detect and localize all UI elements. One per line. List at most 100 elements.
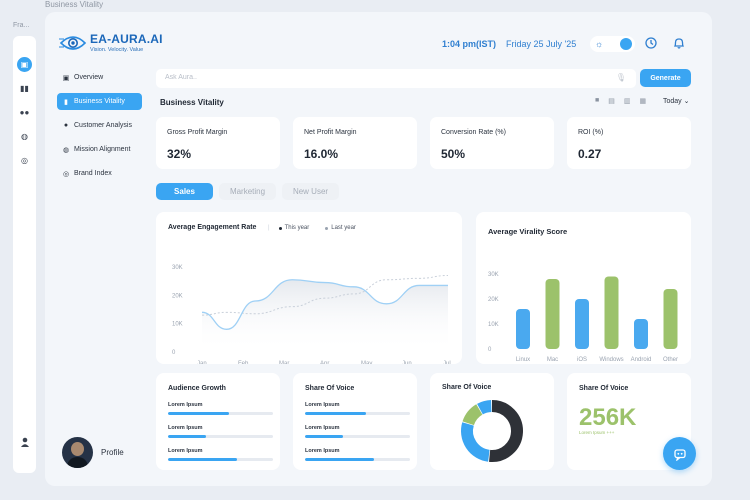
video-icon[interactable]: ■ [595, 97, 600, 104]
frame-label: Fra... [13, 22, 30, 29]
progress-item: Lorem Ipsum [305, 402, 410, 415]
rail-user-icon[interactable] [17, 434, 32, 449]
kpi-value: 0.27 [578, 147, 602, 161]
tab-new-user[interactable]: New User [282, 183, 339, 200]
profile-link[interactable]: Profile [62, 437, 124, 468]
progress-item: Lorem Ipsum [305, 425, 410, 438]
sidebar-item-overview[interactable]: ▣ Overview [57, 69, 142, 86]
big-metric-value: 256K [579, 404, 637, 431]
x-tick-label: iOS [577, 357, 587, 363]
sidebar-item-label: Business Vitality [74, 98, 125, 105]
chart-title: Share Of Voice [442, 384, 492, 391]
legend: | This year Last year [268, 225, 356, 231]
share-of-voice-donut-card: Share Of Voice [430, 373, 554, 470]
progress-label: Lorem Ipsum [168, 448, 203, 454]
kpi-label: Conversion Rate (%) [441, 129, 506, 136]
donut-slice [462, 404, 483, 426]
donut-slice [461, 422, 491, 462]
sheet-export-icon[interactable]: ▦ [639, 98, 647, 105]
tab-sales[interactable]: Sales [156, 183, 213, 200]
brand-logo[interactable]: EA-AURA.AI Vision. Velocity. Value [59, 32, 163, 53]
sidebar-item-label: Customer Analysis [74, 122, 132, 129]
chart-title: Average Engagement Rate [168, 224, 257, 231]
sidebar-item-label: Overview [74, 74, 104, 81]
search-bar: 🎙 [156, 69, 636, 88]
sidebar-item-label: Mission Alignment [74, 146, 131, 153]
x-tick-label: Jan [197, 361, 207, 364]
share-of-voice-donut [461, 400, 523, 462]
progress-track [305, 458, 410, 461]
x-tick-label: Linux [516, 357, 530, 363]
share-of-voice-bars-card: Share Of Voice Lorem Ipsum Lorem Ipsum L… [293, 373, 417, 470]
progress-track [305, 412, 410, 415]
progress-label: Lorem Ipsum [168, 402, 203, 408]
x-tick-label: Jun [402, 361, 412, 364]
engagement-line-chart: 0 10K 20K 30K Jan Feb Mar Apr May Jun Jul [172, 265, 451, 364]
x-tick-label: May [361, 361, 372, 364]
x-tick-label: Android [631, 357, 652, 363]
bar [545, 279, 560, 349]
x-tick-label: Mar [279, 361, 289, 364]
tab-marketing[interactable]: Marketing [219, 183, 276, 200]
virality-bar-chart: 0 10K 20K 30K Linux Mac iOS Windows Android Other [488, 272, 678, 363]
history-icon[interactable] [644, 36, 658, 50]
progress-track [168, 435, 273, 438]
kpi-label: Net Profit Margin [304, 129, 357, 136]
kpi-card: ROI (%) 0.27 [567, 117, 691, 169]
kpi-card: Net Profit Margin 16.0% [293, 117, 417, 169]
rail-people-icon[interactable]: ●● [19, 108, 30, 117]
donut-slice [477, 400, 492, 415]
x-tick-label: Windows [599, 357, 623, 363]
rail-brand-icon[interactable]: ◎ [21, 156, 28, 165]
search-input[interactable] [165, 74, 605, 81]
progress-fill [168, 435, 206, 438]
legend-dot-icon [325, 226, 329, 230]
sidebar-item-business-vitality[interactable]: ▮ Business Vitality [57, 93, 142, 110]
page-title-top: Business Vitality [45, 0, 104, 9]
document-icon[interactable]: ▤ [608, 98, 615, 105]
kpi-card: Conversion Rate (%) 50% [430, 117, 554, 169]
engagement-chart-card: Average Engagement Rate | This year Last… [156, 212, 462, 364]
current-time: 1:04 pm(IST) [442, 39, 497, 49]
legend-label: This year [284, 225, 310, 231]
rail-dashboard-icon[interactable]: ▣ [17, 57, 32, 72]
y-tick-label: 30K [172, 265, 183, 271]
theme-toggle[interactable]: ☼ [590, 36, 635, 52]
area-fill [202, 279, 448, 352]
y-tick-label: 10K [172, 322, 183, 328]
date-range-select[interactable]: Today ⌄ [663, 98, 690, 105]
progress-fill [305, 435, 343, 438]
virality-chart-card: Average Virality Score 0 10K 20K 30K Linux Ma… [476, 212, 691, 364]
microphone-icon[interactable]: 🎙 [615, 73, 626, 82]
bar [634, 319, 648, 349]
legend-label: Last year [331, 225, 356, 231]
rail-business-icon[interactable]: ▮▮ [20, 84, 29, 93]
progress-track [168, 458, 273, 461]
avatar [62, 437, 93, 468]
legend-dot-icon [278, 226, 282, 230]
y-tick-label: 0 [488, 347, 492, 353]
chat-button[interactable] [663, 437, 696, 470]
progress-label: Lorem Ipsum [305, 448, 340, 454]
progress-label: Lorem Ipsum [305, 425, 340, 431]
sidebar-item-mission-alignment[interactable]: ◍ Mission Alignment [57, 141, 142, 158]
rail-target-icon[interactable]: ◍ [21, 132, 28, 141]
app-window: EA-AURA.AI Vision. Velocity. Value 1:04 … [45, 12, 712, 486]
progress-item: Lorem Ipsum [168, 402, 273, 415]
bell-icon[interactable] [672, 36, 686, 50]
y-tick-label: 20K [488, 297, 499, 303]
big-metric-sub: Lorem Ipsum +++ [579, 430, 615, 435]
x-tick-label: Feb [238, 361, 249, 364]
progress-label: Lorem Ipsum [305, 402, 340, 408]
logo-eye-icon [59, 35, 87, 50]
toggle-knob [620, 38, 632, 50]
donut-slice [489, 400, 523, 462]
generate-button[interactable]: Generate [640, 69, 691, 87]
mission-icon: ◍ [62, 146, 70, 154]
sidebar-item-customer-analysis[interactable]: ● Customer Analysis [57, 117, 142, 134]
sidebar-item-brand-index[interactable]: ◎ Brand Index [57, 165, 142, 182]
word-export-icon[interactable]: ▥ [623, 98, 631, 105]
progress-item: Lorem Ipsum [168, 425, 273, 438]
brand-name: EA-AURA.AI [90, 32, 163, 46]
y-tick-label: 10K [488, 322, 499, 328]
